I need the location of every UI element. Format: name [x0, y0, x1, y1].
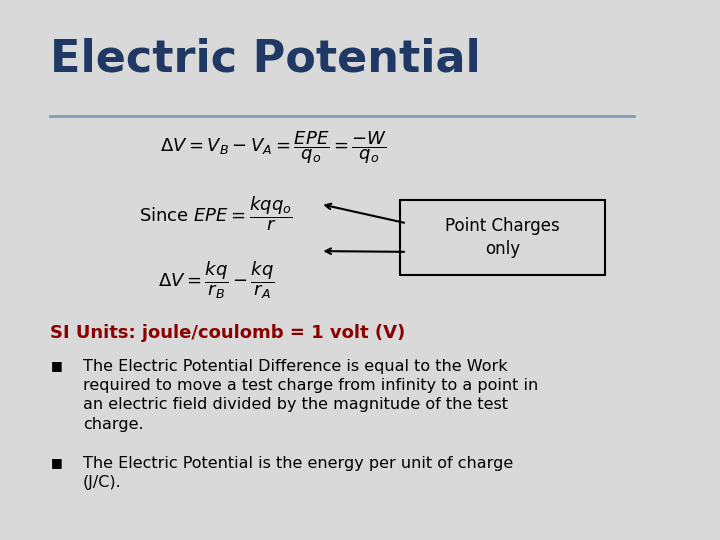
Text: Electric Potential: Electric Potential	[50, 38, 481, 81]
Text: Since $EPE = \dfrac{kqq_o}{r}$: Since $EPE = \dfrac{kqq_o}{r}$	[139, 194, 293, 233]
Text: The Electric Potential Difference is equal to the Work
required to move a test c: The Electric Potential Difference is equ…	[83, 359, 538, 431]
Text: ■: ■	[50, 359, 62, 372]
FancyBboxPatch shape	[400, 200, 605, 275]
Text: $\Delta V = V_B - V_A = \dfrac{EPE}{q_o} = \dfrac{-W}{q_o}$: $\Delta V = V_B - V_A = \dfrac{EPE}{q_o}…	[160, 130, 387, 166]
Text: Point Charges
only: Point Charges only	[445, 217, 559, 259]
Text: ■: ■	[50, 456, 62, 469]
Text: The Electric Potential is the energy per unit of charge
(J/C).: The Electric Potential is the energy per…	[83, 456, 513, 490]
Text: SI Units: joule/coulomb = 1 volt (V): SI Units: joule/coulomb = 1 volt (V)	[50, 324, 405, 342]
Text: $\Delta V = \dfrac{kq}{r_B} - \dfrac{kq}{r_A}$: $\Delta V = \dfrac{kq}{r_B} - \dfrac{kq}…	[158, 259, 274, 301]
